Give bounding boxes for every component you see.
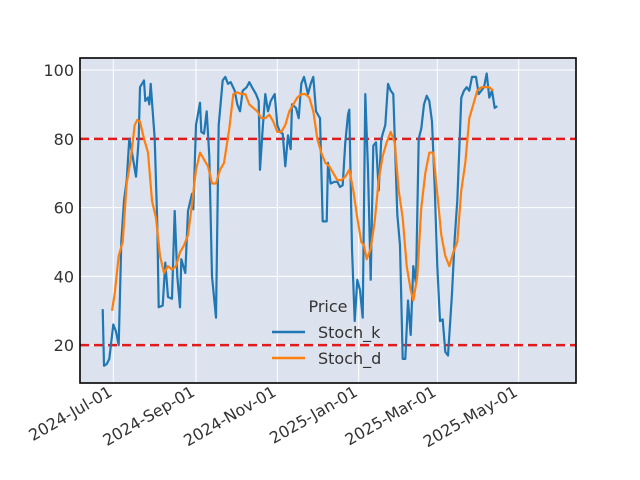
y-tick-label: 80 bbox=[54, 130, 74, 149]
plot-area bbox=[80, 58, 576, 383]
y-tick-label: 100 bbox=[43, 61, 74, 80]
legend-label-stoch-k: Stoch_k bbox=[318, 323, 381, 343]
series-lines bbox=[101, 72, 498, 367]
legend-label-stoch-d: Stoch_d bbox=[318, 349, 381, 369]
y-tick-label: 60 bbox=[54, 199, 74, 218]
reference-lines bbox=[80, 137, 576, 347]
legend: Price Stoch_k Stoch_d bbox=[272, 297, 381, 369]
legend-title: Price bbox=[308, 297, 347, 316]
plot-frame bbox=[79, 57, 577, 384]
y-tick-label: 40 bbox=[54, 267, 74, 286]
y-axis-ticks: 20 40 60 80 100 bbox=[43, 61, 74, 355]
series-line-stoch-k bbox=[101, 72, 498, 367]
y-tick-label: 20 bbox=[54, 336, 74, 355]
series-line-stoch-d bbox=[110, 86, 495, 311]
